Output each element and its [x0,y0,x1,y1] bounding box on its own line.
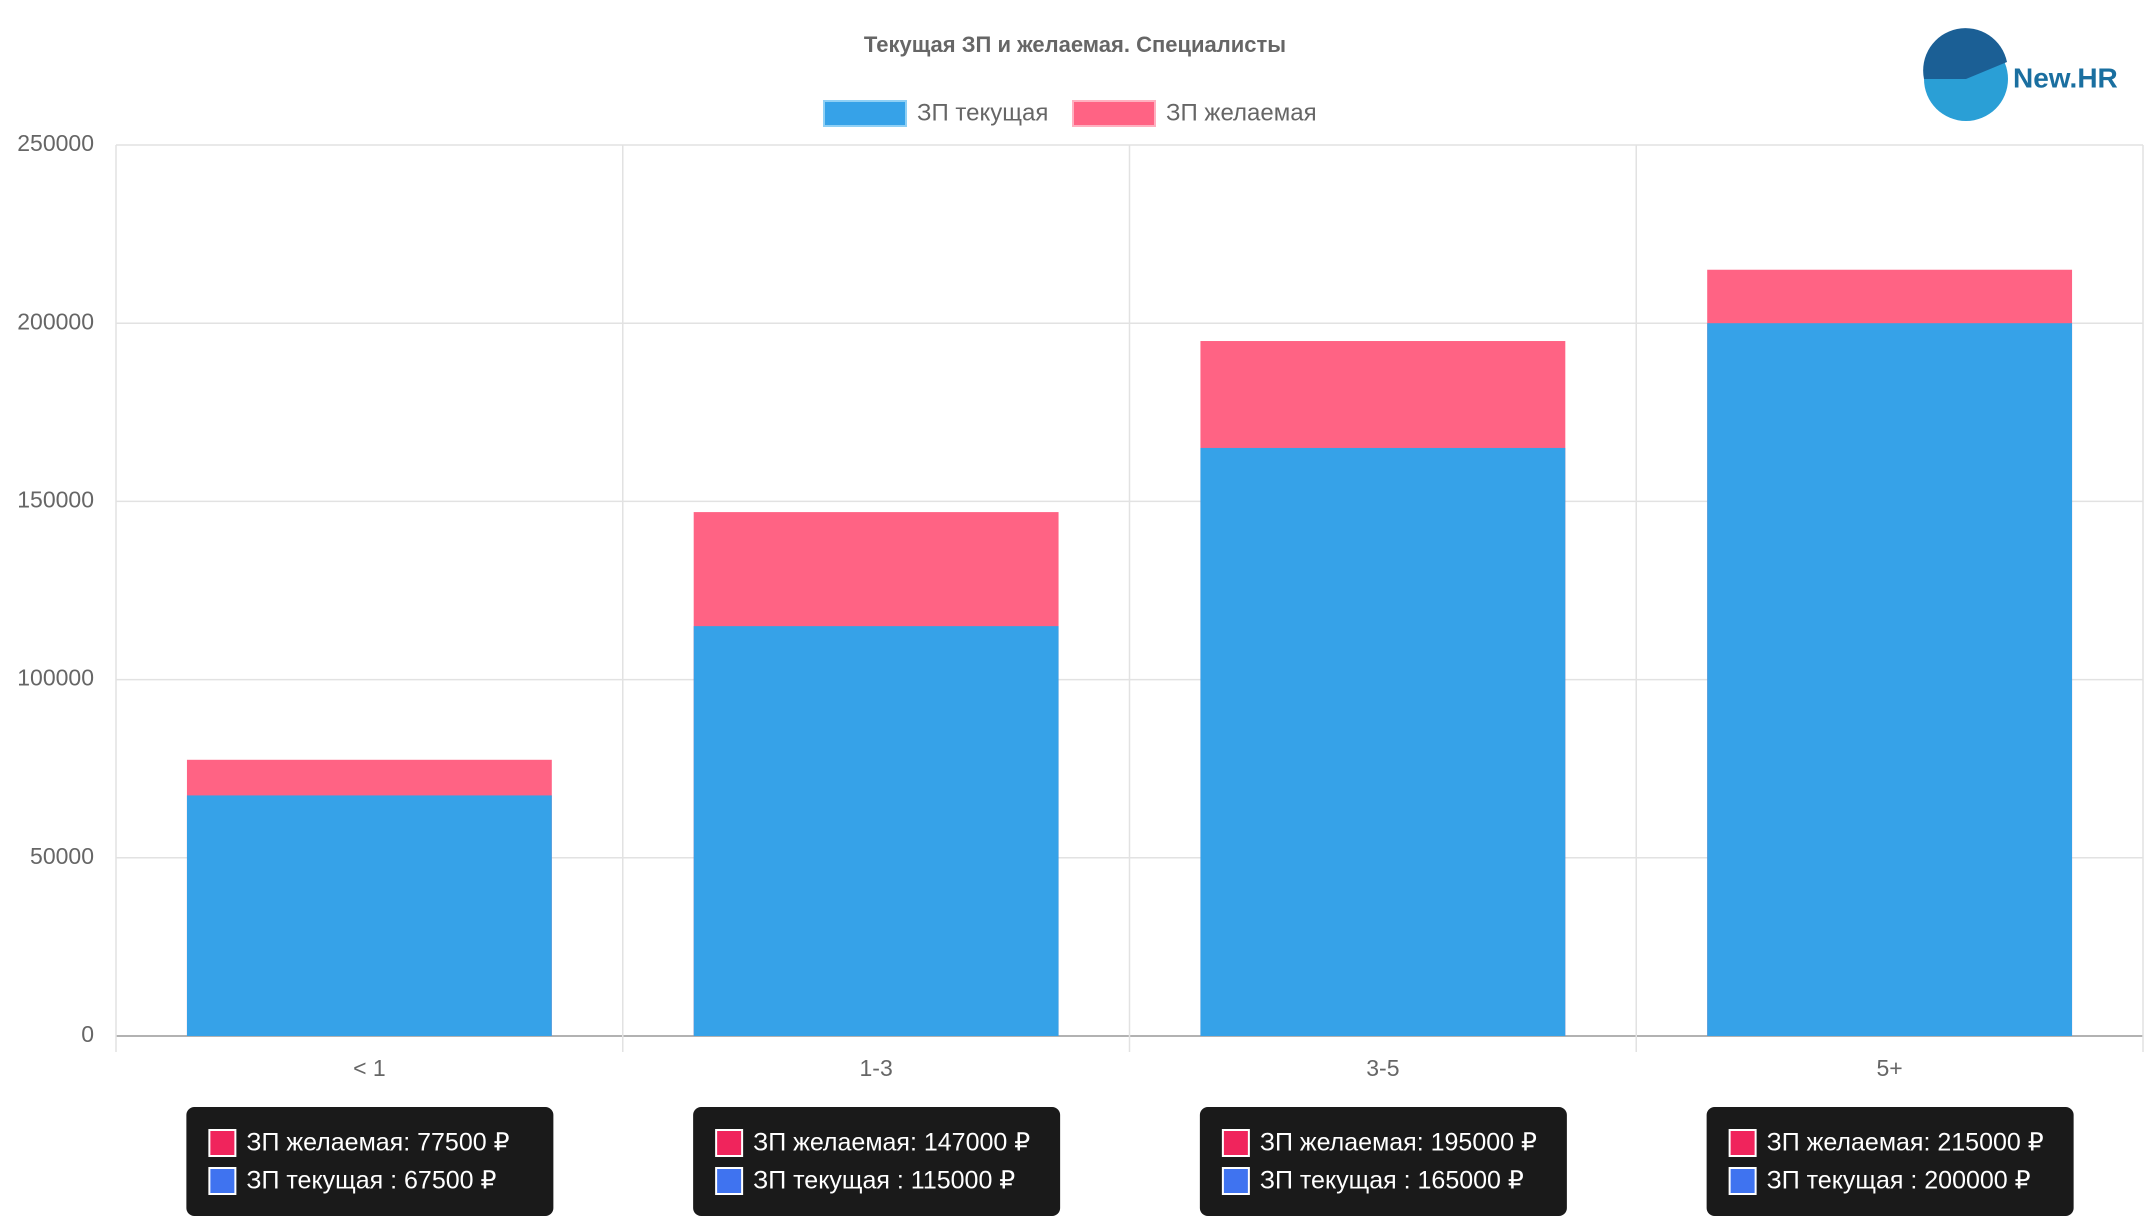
tooltip-box [186,1107,554,1216]
bar [186,795,552,1036]
legend-swatch [823,100,907,127]
tooltip-swatch [715,1129,744,1157]
bar [693,626,1059,1036]
tooltip-text: ЗП текущая : 115000 ₽ [753,1167,1015,1195]
tooltip-swatch [1728,1129,1757,1157]
tooltip-swatch [208,1167,237,1195]
y-tick-label: 100000 [17,665,94,691]
tooltip-text: ЗП желаемая: 77500 ₽ [246,1129,509,1157]
tooltip-swatch [208,1129,237,1157]
chart-title: Текущая ЗП и желаемая. Специалисты [864,32,1286,57]
y-tick-label: 250000 [17,130,94,156]
y-tick-label: 150000 [17,486,94,512]
x-tick-label: < 1 [353,1055,386,1081]
legend-label: ЗП желаемая [1166,99,1317,126]
bar [1707,323,2073,1036]
x-tick-label: 5+ [1877,1055,1903,1081]
y-tick-label: 50000 [30,843,94,869]
logo: New.HR [1923,28,2118,121]
tooltip-swatch [1728,1167,1757,1195]
tooltip-text: ЗП текущая : 67500 ₽ [246,1167,496,1195]
tooltip-box [1706,1107,2074,1216]
y-tick-label: 0 [81,1021,94,1047]
tooltip: ЗП желаемая: 215000 ₽ ЗП текущая : 200000… [1706,1107,2074,1216]
tooltip-box [693,1107,1061,1216]
tooltip: ЗП желаемая: 77500 ₽ ЗП текущая : 67500 ₽ [186,1107,554,1216]
x-tick-label: 3-5 [1366,1055,1399,1081]
tooltip-text: ЗП желаемая: 195000 ₽ [1260,1129,1537,1157]
bar [1200,447,1566,1036]
tooltip-swatch [1221,1167,1250,1195]
tooltip-swatch [1221,1129,1250,1157]
y-tick-label: 200000 [17,308,94,334]
legend-swatch [1072,100,1156,127]
tooltip-text: ЗП текущая : 200000 ₽ [1767,1167,2031,1195]
legend-label: ЗП текущая [917,99,1048,126]
tooltip-swatch [715,1167,744,1195]
tooltip: ЗП желаемая: 147000 ₽ ЗП текущая : 115000… [693,1107,1061,1216]
tooltip-box [1199,1107,1567,1216]
logo-text: New.HR [2013,62,2118,93]
logo-slice [1923,28,2007,79]
x-tick-label: 1-3 [860,1055,893,1081]
tooltip-text: ЗП желаемая: 147000 ₽ [753,1129,1030,1157]
tooltip-text: ЗП желаемая: 215000 ₽ [1767,1129,2044,1157]
tooltip: ЗП желаемая: 195000 ₽ ЗП текущая : 165000… [1199,1107,1567,1216]
tooltip-text: ЗП текущая : 165000 ₽ [1260,1167,1524,1195]
